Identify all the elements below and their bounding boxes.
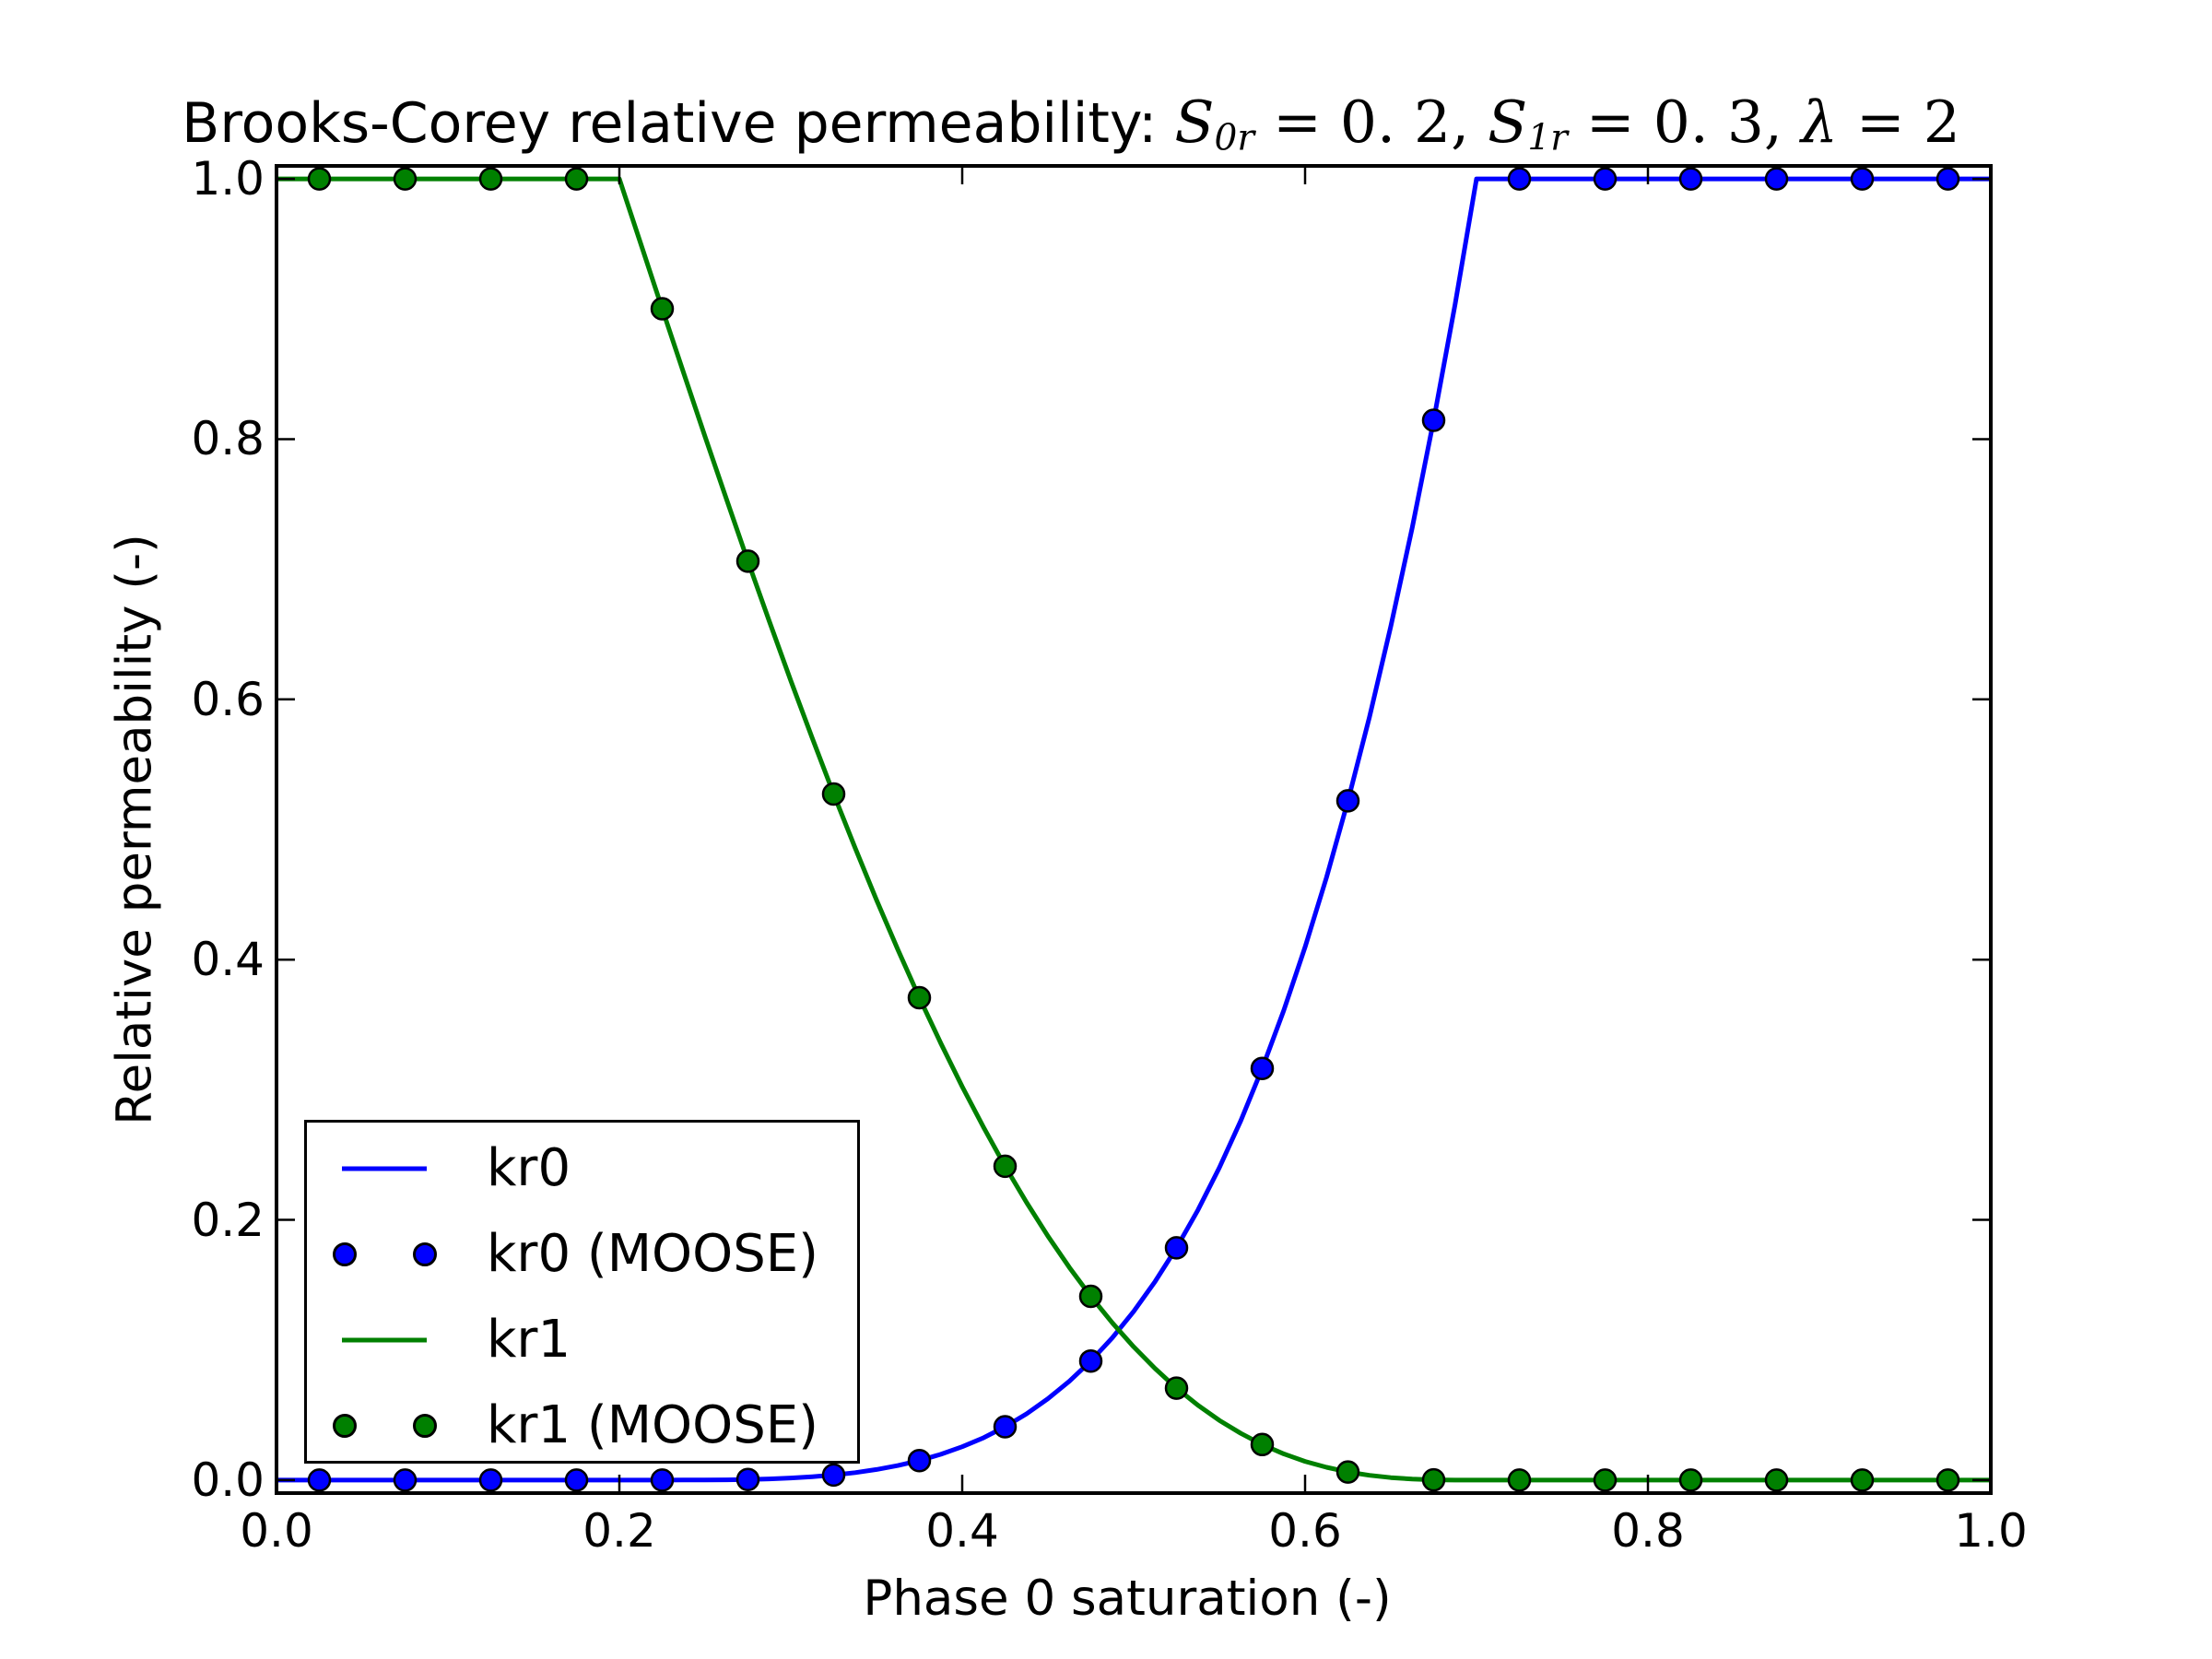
math-text: = 2 [1837,88,1960,156]
math-symbol: S [1174,88,1215,156]
legend-marker-swatch [307,1211,487,1297]
math-text: = 0. 2, [1254,88,1488,156]
axes-spines [275,164,1993,1495]
math-symbol: S [1488,88,1528,156]
data-point [907,985,932,1010]
data-point [1335,1460,1360,1484]
data-point [1850,1468,1875,1492]
data-point [307,1468,332,1492]
marker-swatch-dot [333,1413,357,1438]
data-point [735,1467,760,1491]
data-point [564,167,589,191]
data-point [307,167,332,191]
data-point [478,167,503,191]
line-swatch [342,1337,427,1342]
marker-swatch-dot [413,1241,437,1266]
math-subscript: 1r [1527,117,1568,159]
y-tick-label: 0.8 [191,412,265,466]
x-tick-label: 0.2 [582,1504,656,1558]
line-swatch [342,1166,427,1171]
data-point [1678,167,1703,191]
data-point [1250,1432,1275,1457]
data-point [1764,1468,1789,1492]
y-tick-label: 1.0 [191,152,265,206]
data-point [1335,789,1360,813]
x-tick-label: 0.6 [1268,1504,1342,1558]
chart-title-text: Brooks-Corey relative permeability: [182,91,1175,156]
legend-line-swatch [307,1125,487,1211]
data-point [1593,1468,1618,1492]
legend-entry: kr0 [307,1125,857,1211]
data-point [821,1463,846,1488]
series-kr1-moose--points [307,167,1960,1492]
legend-entry: kr1 (MOOSE) [307,1382,857,1468]
y-tick-label: 0.4 [191,933,265,987]
y-tick-label: 0.0 [191,1453,265,1507]
marker-swatch-dot [413,1413,437,1438]
legend-label: kr0 (MOOSE) [487,1224,818,1284]
math-text: = 0. 3, [1567,88,1801,156]
chart-title-math: S0r = 0. 2, S1r = 0. 3, λ = 2 [1174,88,1960,159]
legend-marker-swatch [307,1382,487,1468]
legend-label: kr1 [487,1310,571,1370]
series-kr0-line [276,176,1991,1483]
math-symbol: λ [1800,88,1838,156]
data-point [1507,1468,1532,1492]
data-point [1678,1468,1703,1492]
legend-label: kr1 (MOOSE) [487,1395,818,1455]
data-point [564,1468,589,1492]
marker-swatch-dot [333,1241,357,1266]
data-point [1507,167,1532,191]
data-point [1593,167,1618,191]
data-point [1164,1376,1189,1400]
x-axis-label: Phase 0 saturation (-) [863,1571,1392,1627]
data-point [821,782,846,806]
data-point [1164,1236,1189,1260]
data-point [650,297,675,321]
data-point [907,1448,932,1473]
legend-label: kr0 [487,1138,571,1198]
data-point [1764,167,1789,191]
data-point [393,167,418,191]
x-tick-label: 0.4 [925,1504,999,1558]
data-point [1078,1348,1103,1373]
chart-title: Brooks-Corey relative permeability: S0r … [182,91,1960,158]
series-kr0-moose--points [307,167,1960,1492]
y-axis-label: Relative permeability (-) [106,534,163,1125]
data-point [393,1468,418,1492]
data-point [1250,1056,1275,1080]
data-point [993,1415,1018,1439]
y-tick-label: 0.2 [191,1193,265,1247]
series-kr1-line [276,176,1991,1483]
data-point [1421,408,1446,432]
data-point [1936,167,1960,191]
legend-entry: kr0 (MOOSE) [307,1211,857,1297]
data-point [1850,167,1875,191]
math-subscript: 0r [1214,117,1255,159]
legend-entry: kr1 [307,1297,857,1382]
legend: kr0 kr0 (MOOSE) kr1 kr1 (MOOSE) [304,1120,860,1464]
data-point [735,549,760,573]
data-point [993,1154,1018,1179]
x-tick-label: 0.0 [240,1504,313,1558]
x-tick-label: 0.8 [1611,1504,1685,1558]
x-tick-label: 1.0 [1954,1504,2028,1558]
y-tick-label: 0.6 [191,672,265,726]
data-point [1936,1468,1960,1492]
data-point [650,1468,675,1492]
data-point [478,1468,503,1492]
data-point [1421,1467,1446,1492]
data-point [1078,1284,1103,1309]
legend-line-swatch [307,1297,487,1382]
